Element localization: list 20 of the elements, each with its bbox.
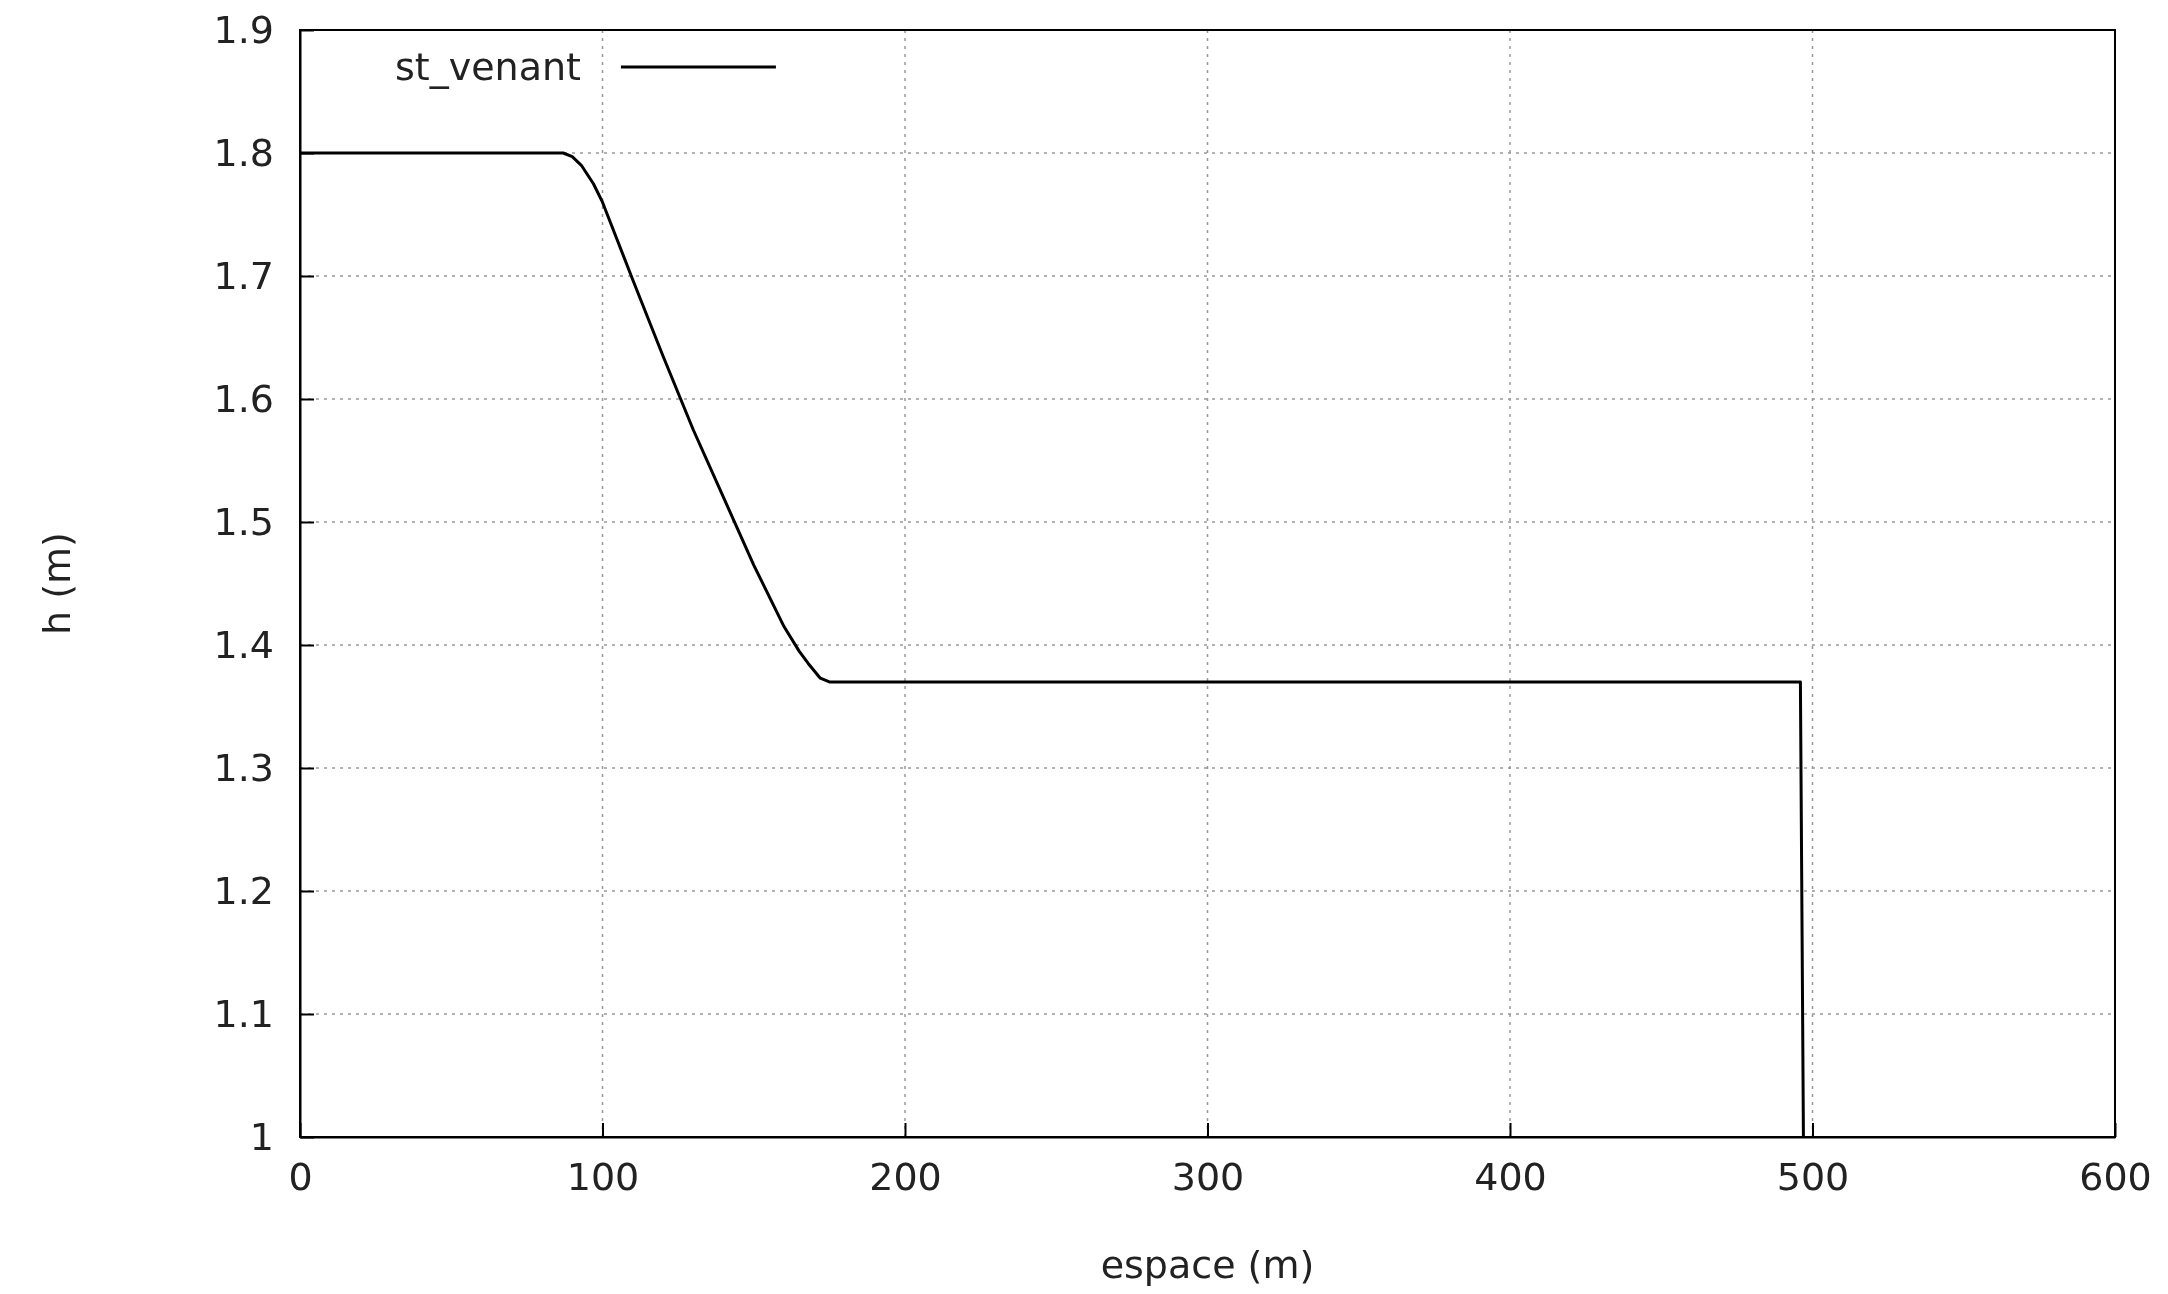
legend-label: st_venant — [395, 45, 581, 89]
y-tick-label: 1.8 — [213, 130, 274, 175]
x-tick-label: 0 — [288, 1154, 313, 1199]
y-tick-label: 1.9 — [213, 7, 274, 52]
y-tick-label: 1.5 — [213, 499, 274, 544]
y-tick-label: 1 — [249, 1114, 274, 1159]
x-tick-label: 100 — [566, 1154, 640, 1199]
x-axis-title: espace (m) — [1100, 1243, 1315, 1287]
x-tick-label: 500 — [1776, 1154, 1850, 1199]
x-tick-label: 600 — [2079, 1154, 2152, 1199]
y-tick-label: 1.4 — [213, 622, 274, 667]
x-tick-label: 200 — [869, 1154, 942, 1199]
y-tick-label: 1.7 — [213, 253, 274, 298]
x-tick-label: 300 — [1171, 1154, 1245, 1199]
x-tick-label: 400 — [1474, 1154, 1547, 1199]
y-tick-label: 1.6 — [213, 376, 274, 421]
y-axis-title: h (m) — [35, 532, 79, 635]
y-tick-label: 1.1 — [213, 991, 274, 1036]
y-tick-label: 1.2 — [213, 868, 274, 913]
y-tick-label: 1.3 — [213, 745, 274, 790]
